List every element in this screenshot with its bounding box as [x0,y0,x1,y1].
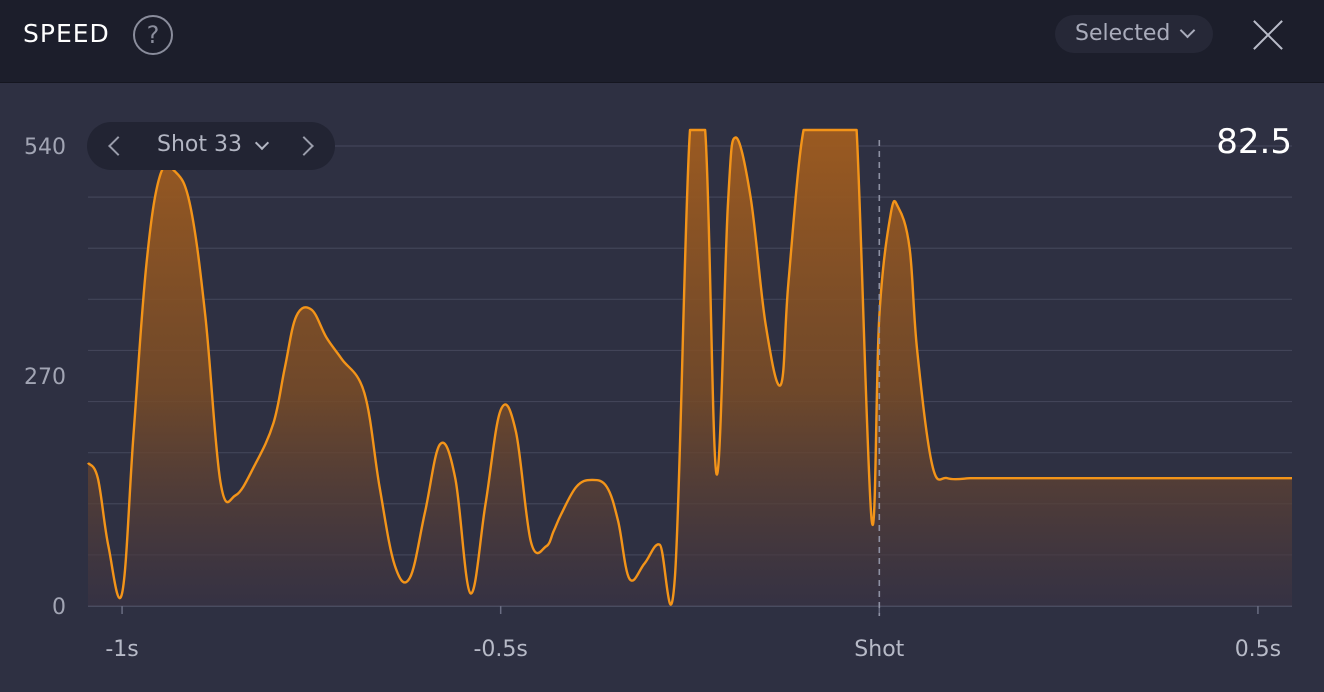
shot-selector-label[interactable]: Shot 33 [157,132,242,157]
speed-area [88,130,1292,606]
chevron-down-icon [254,135,270,151]
chevron-down-icon [1179,22,1196,39]
close-icon[interactable] [1250,17,1286,53]
previous-shot-button[interactable] [95,122,135,170]
chevron-left-icon [108,136,128,156]
y-tick-label: 270 [24,365,66,390]
panel-title: SPEED [23,19,110,48]
y-tick-label: 540 [24,135,66,160]
x-tick-label: 0.5s [1235,637,1281,662]
speed-chart: 0 270 540 -1s -0.5s Shot 0.5s [24,128,1292,662]
x-tick-label: -0.5s [473,637,527,662]
x-tick-label: -1s [105,637,138,662]
x-tick-label: Shot [854,637,904,662]
panel-header: SPEED ? Selected [0,0,1324,83]
current-value-readout: 82.5 [1216,122,1292,162]
question-circle-icon[interactable]: ? [133,15,173,55]
y-tick-label: 0 [52,595,66,620]
selection-dropdown[interactable]: Selected [1055,15,1213,53]
chevron-right-icon [294,136,314,156]
shot-selector: Shot 33 [87,122,335,170]
speed-line [86,128,1292,606]
selection-dropdown-label: Selected [1075,21,1171,46]
next-shot-button[interactable] [287,122,327,170]
